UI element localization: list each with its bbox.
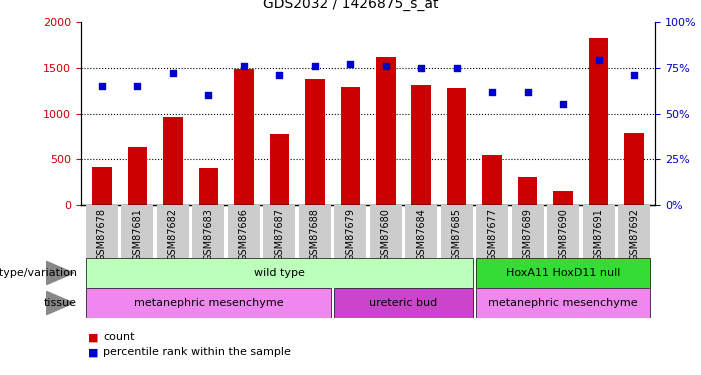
Point — [168, 70, 179, 76]
Bar — [512, 205, 544, 258]
Point — [629, 72, 640, 78]
Bar — [476, 205, 508, 258]
Text: GSM87692: GSM87692 — [629, 208, 639, 261]
Text: metanephric mesenchyme: metanephric mesenchyme — [133, 298, 283, 308]
Text: metanephric mesenchyme: metanephric mesenchyme — [489, 298, 638, 308]
Bar — [86, 288, 331, 318]
Bar — [476, 258, 650, 288]
Bar — [341, 87, 360, 205]
Bar — [299, 205, 331, 258]
Text: GSM87680: GSM87680 — [381, 208, 390, 261]
Text: GSM87678: GSM87678 — [97, 208, 107, 261]
Bar — [618, 205, 650, 258]
Bar — [334, 205, 366, 258]
Point — [96, 83, 107, 89]
Text: GSM87682: GSM87682 — [168, 208, 178, 261]
Text: GDS2032 / 1426875_s_at: GDS2032 / 1426875_s_at — [263, 0, 438, 11]
Text: GSM87681: GSM87681 — [132, 208, 142, 261]
Bar — [198, 168, 218, 205]
Text: HoxA11 HoxD11 null: HoxA11 HoxD11 null — [506, 268, 620, 278]
Bar — [128, 147, 147, 205]
Bar — [376, 57, 395, 205]
Text: genotype/variation: genotype/variation — [0, 268, 77, 278]
Point — [238, 63, 250, 69]
Bar — [441, 205, 472, 258]
Bar — [405, 205, 437, 258]
Text: GSM87684: GSM87684 — [416, 208, 426, 261]
Text: tissue: tissue — [44, 298, 77, 308]
Bar — [163, 117, 183, 205]
Bar — [411, 85, 431, 205]
Text: GSM87683: GSM87683 — [203, 208, 213, 261]
Polygon shape — [46, 261, 74, 285]
Bar — [334, 288, 472, 318]
Point — [593, 57, 604, 63]
Point — [132, 83, 143, 89]
Bar — [518, 177, 538, 205]
Text: GSM87690: GSM87690 — [558, 208, 569, 261]
Point — [345, 61, 356, 67]
Text: wild type: wild type — [254, 268, 305, 278]
Point — [522, 88, 533, 94]
Bar — [447, 88, 466, 205]
Bar — [589, 39, 608, 205]
Bar — [370, 205, 402, 258]
Point — [273, 72, 285, 78]
Text: GSM87686: GSM87686 — [239, 208, 249, 261]
Bar — [547, 205, 579, 258]
Bar — [192, 205, 224, 258]
Text: count: count — [103, 332, 135, 342]
Text: ureteric bud: ureteric bud — [369, 298, 437, 308]
Bar — [482, 154, 502, 205]
Text: GSM87691: GSM87691 — [594, 208, 604, 261]
Bar — [228, 205, 260, 258]
Text: GSM87677: GSM87677 — [487, 208, 497, 261]
Bar — [553, 191, 573, 205]
Bar — [305, 79, 325, 205]
Point — [486, 88, 498, 94]
Bar — [583, 205, 615, 258]
Bar — [625, 133, 644, 205]
Point — [203, 92, 214, 98]
Text: GSM87679: GSM87679 — [346, 208, 355, 261]
Point — [451, 65, 463, 71]
Bar — [234, 69, 254, 205]
Point — [557, 101, 569, 107]
Bar — [86, 258, 472, 288]
Bar — [270, 134, 289, 205]
Bar — [476, 288, 650, 318]
Bar — [121, 205, 154, 258]
Point — [380, 63, 391, 69]
Text: GSM87688: GSM87688 — [310, 208, 320, 261]
Point — [416, 65, 427, 71]
Point — [309, 63, 320, 69]
Polygon shape — [46, 291, 74, 315]
Bar — [92, 166, 111, 205]
Text: GSM87685: GSM87685 — [451, 208, 462, 261]
Text: ■: ■ — [88, 347, 98, 357]
Text: GSM87689: GSM87689 — [523, 208, 533, 261]
Text: ■: ■ — [88, 332, 98, 342]
Text: GSM87687: GSM87687 — [274, 208, 285, 261]
Text: percentile rank within the sample: percentile rank within the sample — [103, 347, 291, 357]
Bar — [86, 205, 118, 258]
Bar — [264, 205, 295, 258]
Bar — [157, 205, 189, 258]
